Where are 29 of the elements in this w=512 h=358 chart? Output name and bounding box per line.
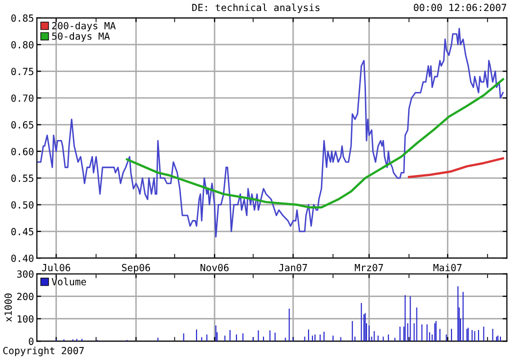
y-tick-label: 100 [18,315,34,323]
x-tick-label: Mrz07 [354,264,383,272]
x-tick-label: Jul06 [42,264,70,272]
x-tick-label: Mai07 [433,264,462,272]
legend-label: 50-days MA [52,32,110,42]
y-tick-label: 0.85 [11,14,34,22]
text: Copyright 2007 [3,346,84,356]
y-tick-label: 300 [17,270,34,278]
x-tick-label: Nov06 [200,264,229,272]
line-series [126,78,504,209]
y-tick-label: 0.65 [11,121,34,129]
y-tick-label: 0.50 [11,201,34,209]
y-axis-title: x1000 [4,294,12,322]
line-series [408,157,504,178]
y-tick-label: 0.55 [11,174,34,182]
y-tick-label: 200 [17,292,34,300]
y-tick-label: 0 [28,338,34,346]
chart-title: DE: technical analysis [192,4,320,14]
x-tick-label: Sep06 [122,264,150,274]
x-tick-label: Jan07 [279,264,308,272]
y-tick-label: 0.70 [11,94,34,102]
text: 00:00 12:06:2007 [414,4,506,12]
y-tick-label: 0.75 [11,68,34,76]
y-tick-label: 0.40 [11,254,34,262]
y-tick-label: 0.60 [11,148,34,156]
y-tick-label: 0.45 [11,228,34,236]
legend-label: Volume [52,278,86,286]
y-tick-label: 0.80 [11,41,34,48]
legend-label: 200-days MA [52,22,116,32]
